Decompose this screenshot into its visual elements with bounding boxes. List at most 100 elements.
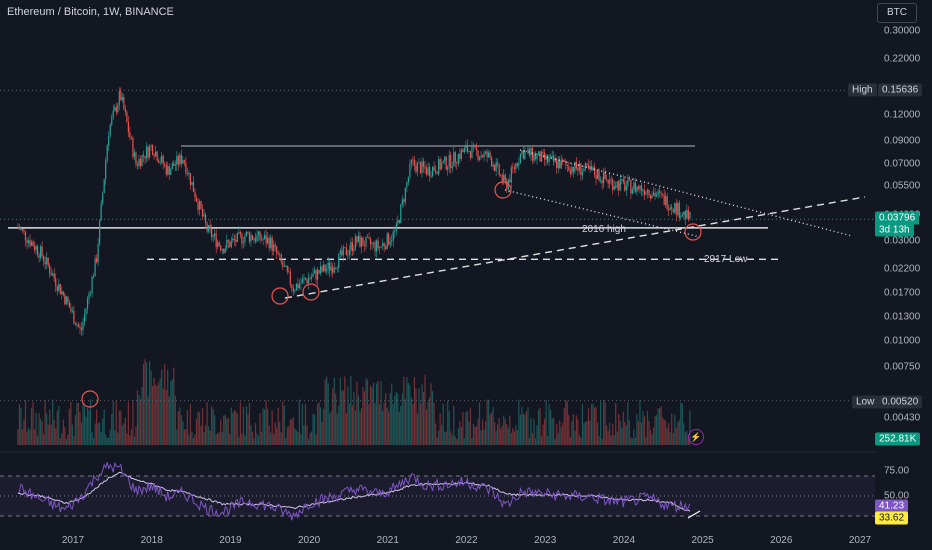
- candle-body: [431, 166, 434, 177]
- price-tick: 0.00430: [884, 412, 921, 424]
- candle-body: [279, 254, 281, 256]
- volume-bar: [589, 420, 591, 445]
- volume-bar: [230, 407, 232, 445]
- volume-bar: [268, 425, 270, 445]
- volume-bar: [168, 396, 170, 445]
- candle-body: [683, 211, 685, 215]
- candle-body: [460, 149, 462, 159]
- candle-body: [239, 232, 241, 234]
- volume-bar: [655, 415, 658, 445]
- candle-body: [227, 240, 229, 243]
- time-label: 2021: [376, 535, 399, 546]
- candle-body: [649, 195, 652, 199]
- candle-body: [230, 240, 232, 248]
- volume-bar: [79, 411, 81, 445]
- candle-body: [556, 158, 558, 169]
- candle-body: [363, 245, 366, 247]
- volume-bar: [212, 408, 214, 445]
- volume-bar: [636, 414, 638, 445]
- volume-bar: [26, 431, 28, 445]
- volume-bar: [241, 433, 243, 445]
- volume-bar: [368, 404, 370, 445]
- volume-bar: [613, 435, 615, 445]
- candle-body: [29, 240, 31, 246]
- candle-body: [674, 203, 676, 213]
- volume-bar: [586, 421, 588, 445]
- candle-body: [377, 240, 379, 249]
- volume-bar: [209, 430, 211, 445]
- candle-body: [77, 324, 80, 327]
- volume-bar: [224, 414, 226, 445]
- volume-bar: [483, 429, 485, 445]
- volume-bar: [659, 408, 661, 445]
- volume-bar: [383, 402, 385, 445]
- volume-bar: [639, 399, 641, 445]
- volume-bar: [152, 385, 154, 445]
- candle-body: [469, 151, 472, 158]
- volume-bar: [177, 411, 179, 445]
- volume-bar: [351, 405, 353, 445]
- volume-bar: [133, 436, 136, 445]
- candle-body: [121, 97, 123, 101]
- candle-body: [385, 246, 387, 249]
- volume-bar: [627, 402, 629, 445]
- candle-body: [20, 228, 22, 230]
- candle-body: [380, 246, 382, 248]
- candle-body: [24, 231, 27, 241]
- volume-bar: [362, 386, 364, 445]
- candle-body: [586, 163, 588, 166]
- volume-bar: [285, 438, 287, 445]
- candle-body: [291, 284, 293, 288]
- volume-bar: [264, 409, 266, 445]
- candle-body: [176, 156, 178, 165]
- volume-bar: [329, 413, 331, 445]
- candle-body: [71, 310, 73, 312]
- candle-body: [652, 192, 655, 196]
- flash-icon[interactable]: ⚡: [688, 429, 704, 445]
- volume-bar: [386, 407, 388, 445]
- volume-bar: [401, 393, 403, 445]
- volume-bar: [257, 436, 260, 445]
- volume-bar: [625, 425, 627, 445]
- volume-bar: [677, 421, 679, 445]
- candle-body: [112, 110, 114, 118]
- countdown-tag: 3d 13h: [875, 223, 914, 237]
- candle-body: [323, 264, 325, 272]
- candle-body: [82, 322, 84, 331]
- volume-bar: [111, 413, 113, 445]
- candle-body: [96, 258, 98, 263]
- volume-bar: [578, 435, 581, 445]
- volume-bar: [628, 420, 630, 445]
- candle-body: [536, 155, 538, 160]
- candle-body: [120, 91, 122, 101]
- volume-bar: [80, 422, 83, 445]
- volume-bar: [654, 416, 656, 445]
- candle-body: [158, 160, 160, 163]
- volume-bar: [515, 425, 517, 445]
- candle-body: [413, 160, 416, 166]
- candle-body: [418, 162, 420, 164]
- volume-bar: [92, 438, 95, 445]
- candle-body: [631, 189, 633, 194]
- candle-body: [139, 158, 142, 167]
- volume-bar: [536, 425, 538, 445]
- volume-bar: [539, 407, 541, 445]
- volume-value-tag: 252.81K: [875, 432, 921, 446]
- candle-body: [292, 287, 294, 292]
- volume-bar: [593, 407, 596, 445]
- candle-body: [606, 178, 608, 180]
- candle-body: [354, 236, 357, 249]
- volume-bar: [295, 430, 297, 445]
- candle-body: [144, 156, 146, 159]
- candle-body: [687, 209, 689, 219]
- volume-bar: [376, 383, 378, 445]
- candle-body: [654, 192, 656, 197]
- currency-button[interactable]: BTC: [877, 3, 917, 23]
- candle-body: [575, 161, 577, 169]
- candle-body: [525, 151, 528, 152]
- price-candles: [17, 87, 691, 336]
- volume-bar: [397, 393, 399, 445]
- candle-body: [152, 145, 154, 155]
- volume-bar: [321, 421, 323, 445]
